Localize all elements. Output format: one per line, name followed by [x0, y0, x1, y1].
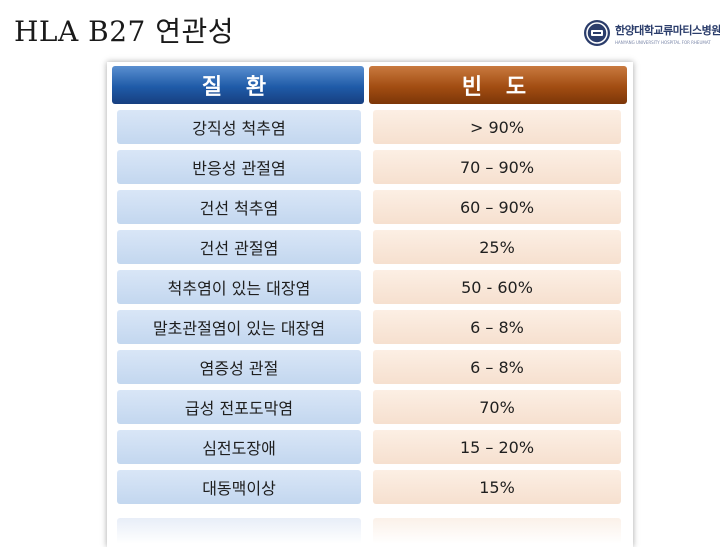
disease-cell: 건선 관절염 [117, 230, 361, 264]
frequency-cell: 6 – 8% [373, 310, 621, 344]
hospital-emblem-icon [584, 20, 610, 46]
disease-cell: 심전도장애 [117, 430, 361, 464]
frequency-cell: 15% [373, 470, 621, 504]
frequency-cell: 25% [373, 230, 621, 264]
association-table: 질 환 빈 도 강직성 척추염 > 90% 반응성 관절염 70 – 90% 건… [107, 62, 633, 547]
frequency-cell: > 90% [373, 110, 621, 144]
disease-cell: 급성 전포도막염 [117, 390, 361, 424]
hospital-logo: 한양대학교류마티스병원 HANYANG UNIVERSITY HOSPITAL … [583, 16, 720, 50]
disease-cell: 강직성 척추염 [117, 110, 361, 144]
frequency-cell: 60 – 90% [373, 190, 621, 224]
logo-subtitle: HANYANG UNIVERSITY HOSPITAL FOR RHEUMATI… [615, 39, 711, 45]
frequency-cell: 15 – 20% [373, 430, 621, 464]
frequency-cell: 50 - 60% [373, 270, 621, 304]
disease-cell: 건선 척추염 [117, 190, 361, 224]
disease-cell: 척추염이 있는 대장염 [117, 270, 361, 304]
disease-cell: 반응성 관절염 [117, 150, 361, 184]
frequency-cell: 6 – 8% [373, 350, 621, 384]
frequency-cell: 70 – 90% [373, 150, 621, 184]
header-frequency: 빈 도 [369, 66, 627, 104]
disease-cell: 대동맥이상 [117, 470, 361, 504]
frequency-cell: 70% [373, 390, 621, 424]
empty-disease-cell [117, 518, 361, 544]
logo-name: 한양대학교류마티스병원 [615, 23, 720, 37]
slide-title: HLA B27 연관성 [14, 15, 235, 48]
disease-cell: 말초관절염이 있는 대장염 [117, 310, 361, 344]
header-disease: 질 환 [112, 66, 364, 104]
disease-cell: 염증성 관절 [117, 350, 361, 384]
empty-frequency-cell [373, 518, 621, 544]
